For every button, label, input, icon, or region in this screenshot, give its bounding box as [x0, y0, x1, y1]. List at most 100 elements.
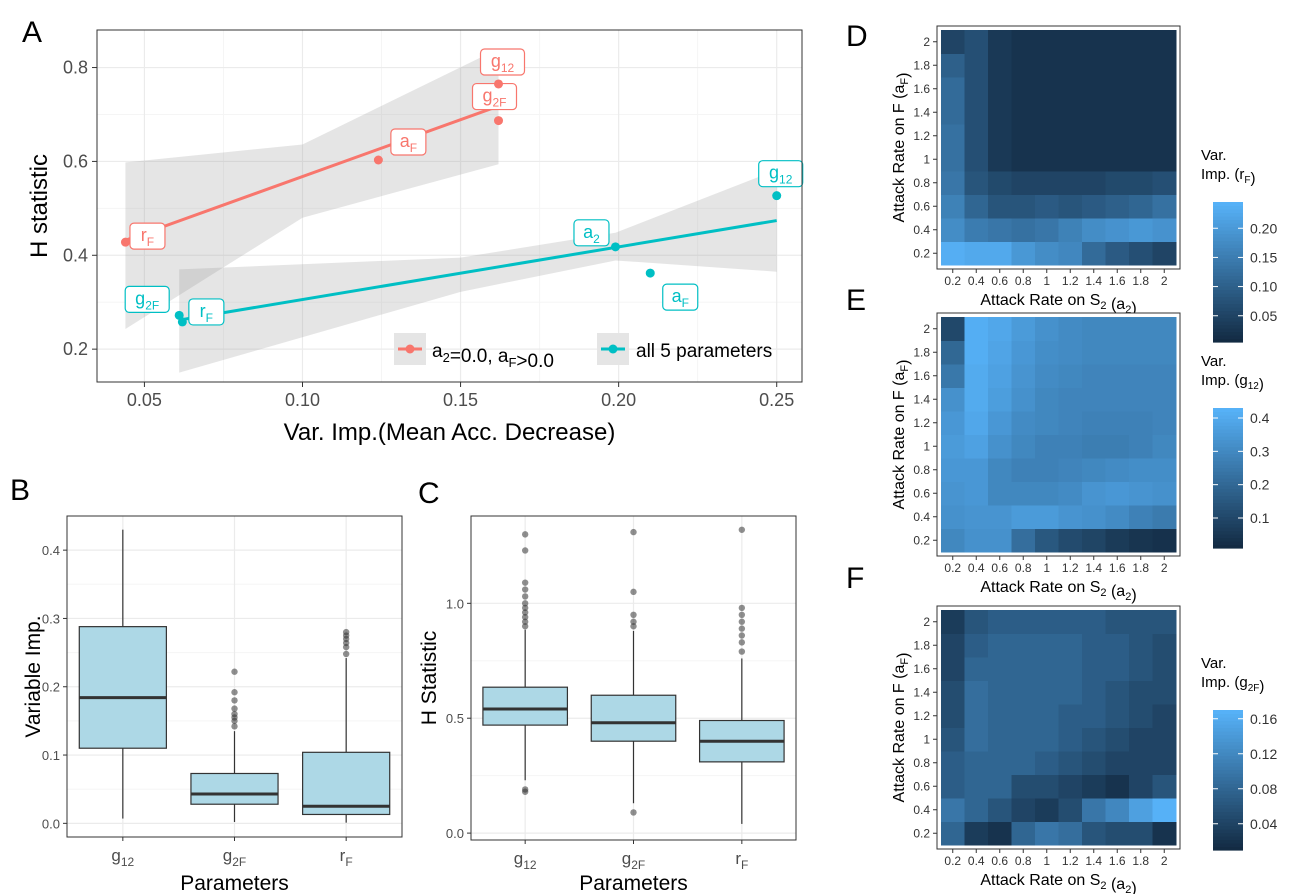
y-tick-label: 1 [923, 732, 930, 746]
heatmap-cell [964, 680, 989, 705]
outlier-point [342, 650, 350, 658]
panel-letter: F [846, 562, 864, 595]
heatmap-cell [964, 218, 989, 242]
heatmap-cell [1152, 505, 1177, 529]
text-part: g [491, 51, 501, 71]
heatmap-cell [1152, 171, 1177, 195]
x-tick-label: 0.6 [991, 561, 1008, 575]
subscript: 2F [631, 858, 645, 872]
text-part: r [735, 849, 741, 868]
subscript: F [147, 235, 154, 249]
data-point [373, 155, 383, 165]
y-axis-title: Attack Rate on F (aF) [891, 653, 912, 803]
colorbar-segment [1213, 328, 1243, 333]
y-tick-label: 0.4 [913, 803, 930, 817]
box [190, 772, 279, 805]
text-part: Attack Rate on F [891, 99, 908, 223]
heatmap-cell [988, 633, 1012, 658]
heatmap-cell [964, 241, 989, 266]
outlier-point [738, 625, 746, 632]
colorbar-segment [1213, 209, 1243, 214]
outlier-point [521, 547, 529, 554]
heatmap-cell [1035, 147, 1059, 172]
heatmap-cell [1082, 434, 1106, 459]
heatmap-cell [941, 680, 965, 705]
heatmap-cell [1152, 100, 1177, 125]
heatmap-cell [1129, 124, 1153, 148]
heatmap-cell [988, 434, 1012, 459]
colorbar-segment [1213, 506, 1243, 511]
heatmap-cell [1082, 633, 1106, 658]
heatmap-cell [1011, 505, 1036, 529]
heatmap-cell [988, 53, 1012, 78]
panel-f-heatmap: 0.2 0.4 0.6 0.8 1 1.2 1.4 1.6 1.8 20.20.40.60.811… [891, 605, 1277, 894]
legend-label: a2=0.0, aF>0.0 [432, 341, 554, 372]
text-part: =0.0, a [450, 346, 509, 367]
colorbar-segment [1213, 219, 1243, 224]
colorbar-segment [1213, 233, 1243, 238]
outlier-point [630, 623, 637, 630]
point-label-box [129, 222, 166, 250]
heatmap-cell [1011, 704, 1036, 728]
x-tick-label: 0.25 [759, 390, 794, 410]
colorbar-segment [1213, 471, 1243, 476]
x-tick-label: g2F [622, 849, 645, 872]
subscript: 12 [779, 173, 793, 187]
colorbar-segment [1213, 310, 1243, 315]
colorbar-segment [1213, 734, 1243, 739]
data-point [494, 79, 504, 89]
heatmap-cell [941, 505, 965, 529]
colorbar-segment [1213, 713, 1243, 718]
y-axis-title: Attack Rate on F (aF) [891, 73, 912, 223]
text-part: >0.0 [516, 351, 554, 372]
heatmap-cell [1035, 633, 1059, 658]
point-label-box [573, 219, 610, 247]
heatmap-cell [964, 610, 989, 634]
heatmap-cell [941, 171, 965, 195]
x-tick-label: 0.4 [968, 561, 985, 575]
point-label: g2F [135, 288, 159, 312]
heatmap-cell [1082, 30, 1106, 54]
heatmap-cell [1011, 610, 1036, 634]
heatmap-cell [988, 30, 1012, 54]
colorbar-segment [1213, 289, 1243, 294]
outlier-point [738, 648, 746, 655]
heatmap-cell [1058, 633, 1083, 658]
panel-letter: D [846, 20, 868, 53]
text-part: ( [891, 380, 908, 386]
x-tick-label: 2 [1161, 274, 1168, 288]
heatmap-cell [1129, 387, 1153, 412]
heatmap-cell [1082, 364, 1106, 388]
heatmap-cell [1105, 171, 1130, 195]
heatmap-cell [1058, 387, 1083, 412]
y-tick-label: 0.3 [42, 611, 60, 626]
heatmap-cell [1035, 364, 1059, 388]
y-tick-label: 0.6 [913, 199, 930, 213]
heatmap-cell [988, 411, 1012, 435]
x-tick-label: g2F [223, 846, 246, 869]
heatmap-cell [1129, 680, 1153, 705]
colorbar-tick-label: 0.04 [1250, 816, 1277, 832]
heatmap-cell [1082, 340, 1106, 365]
heatmap-cell [1152, 528, 1177, 553]
colorbar-segment [1213, 495, 1243, 500]
subscript: F [1244, 175, 1250, 186]
heatmap-cell [1129, 411, 1153, 435]
panel-letters: A B C D E F [10, 16, 868, 595]
text-part: g [223, 846, 232, 865]
point-label: g2F [482, 86, 506, 110]
box [590, 694, 677, 742]
heatmap-cell [1035, 434, 1059, 459]
heatmap-cell [1152, 194, 1177, 219]
heatmap-cell [964, 194, 989, 219]
x-tick-label: rF [735, 849, 748, 872]
colorbar-segment [1213, 478, 1243, 483]
heatmap-cell [1152, 821, 1177, 846]
colorbar-segment [1213, 425, 1243, 430]
panel-e-heatmap: 0.2 0.4 0.6 0.8 1 1.2 1.4 1.6 1.8 20.20.40.60.811… [891, 312, 1270, 604]
heatmap-cell [1152, 798, 1177, 822]
colorbar-segment [1213, 240, 1243, 245]
heatmap-cell [964, 633, 989, 658]
colorbar-segment [1213, 265, 1243, 270]
